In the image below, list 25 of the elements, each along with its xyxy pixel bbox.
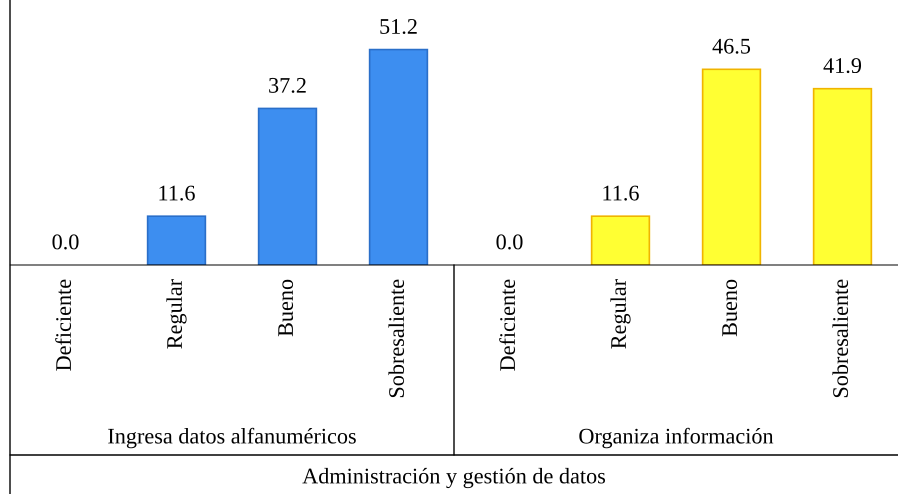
bar: [258, 108, 318, 265]
bar: [702, 68, 762, 265]
bar: [368, 48, 428, 265]
x-tick-label: Deficiente: [55, 280, 72, 371]
bar: [590, 215, 650, 265]
data-label: 41.9: [823, 58, 862, 74]
x-tick-label: Regular: [610, 279, 631, 349]
data-label: 51.2: [380, 18, 417, 34]
x-tick-label: Sobresaliente: [832, 280, 848, 398]
x-tick-label: Bueno: [722, 280, 738, 336]
data-label: 11.6: [603, 186, 639, 201]
data-label: 46.5: [712, 38, 750, 54]
x-tick-label: Deficiente: [499, 280, 516, 371]
text: Administración y gestión de datos: [302, 468, 606, 488]
data-label: 37.2: [269, 78, 306, 93]
x-tick-label: Sobresaliente: [388, 280, 404, 398]
data-label: 0.0: [496, 234, 523, 250]
text: Organiza información: [579, 428, 774, 448]
x-tick-label: Bueno: [278, 280, 294, 336]
bar: [812, 88, 872, 265]
x-tick-label: Regular: [166, 279, 187, 349]
bar: [146, 215, 206, 265]
data-label: 11.6: [159, 186, 195, 201]
text: Ingresa datos alfanuméricos: [108, 428, 356, 448]
data-label: 0.0: [52, 234, 79, 250]
